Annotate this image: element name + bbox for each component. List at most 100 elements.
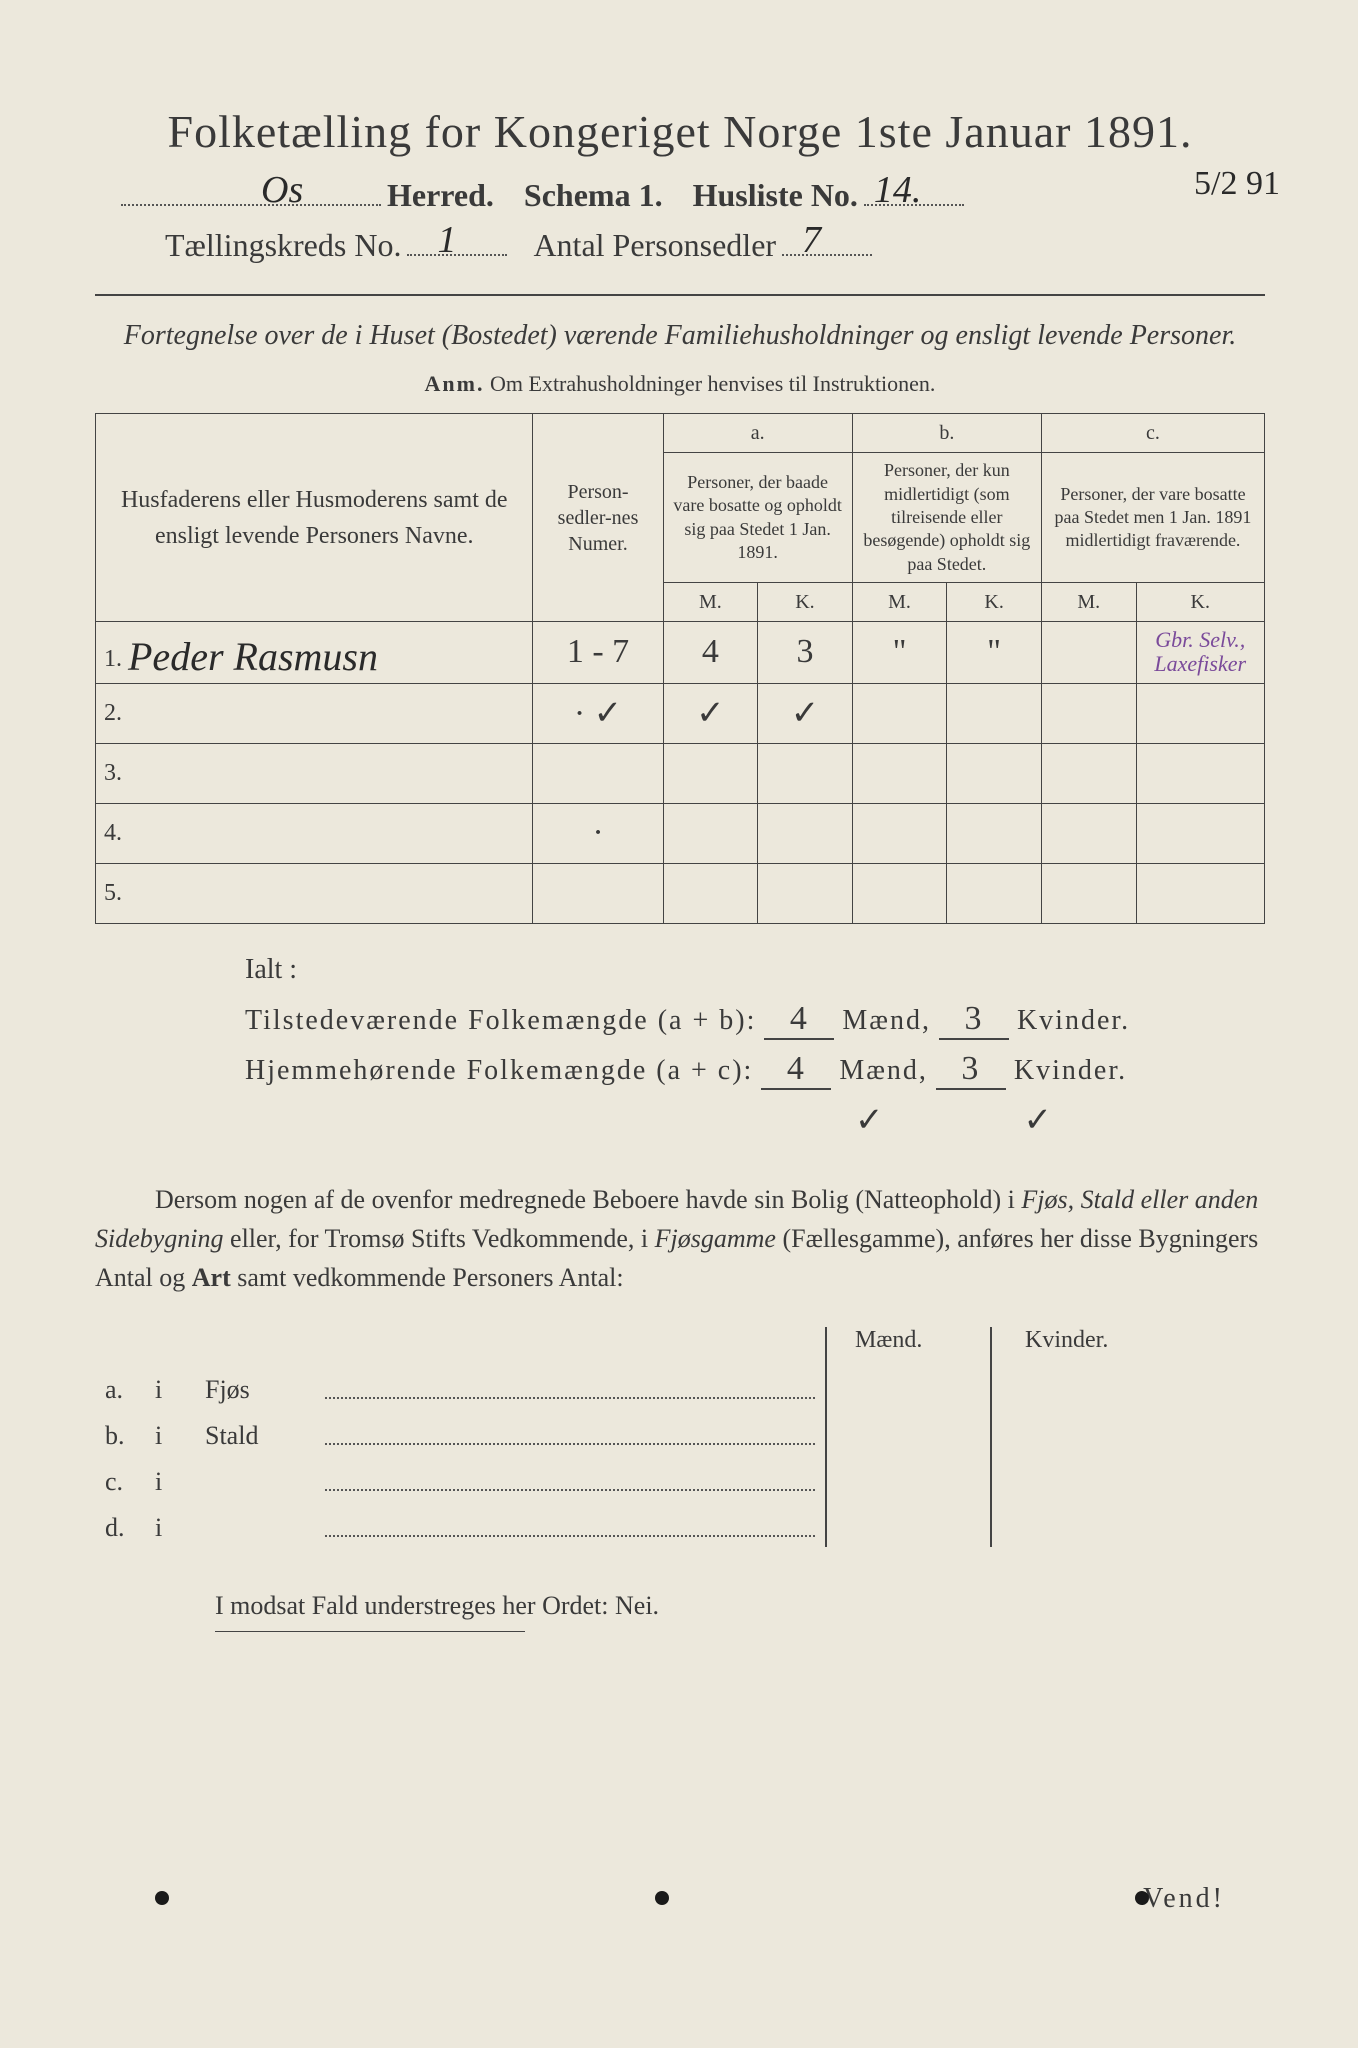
underline bbox=[215, 1631, 525, 1632]
sub-row: b. i Stald bbox=[95, 1413, 1265, 1459]
col-am: M. bbox=[663, 583, 758, 622]
check2: ✓ bbox=[1024, 1100, 1053, 1140]
cell-ak: 3 bbox=[758, 622, 853, 683]
sub-dots bbox=[325, 1519, 815, 1537]
kvinder-label: Kvinder. bbox=[1017, 1005, 1130, 1037]
header-line-2: Os Herred. Schema 1. Husliste No. 14. bbox=[95, 176, 1265, 214]
divider bbox=[95, 294, 1265, 296]
para-p2: eller, for Tromsø Stifts Vedkommende, i bbox=[224, 1224, 655, 1253]
row-num: 2. bbox=[96, 683, 533, 743]
dot-mark bbox=[1135, 1891, 1149, 1905]
col-ak: K. bbox=[758, 583, 853, 622]
sub-type: Fjøs bbox=[205, 1375, 325, 1405]
ialt-line-1: Tilstedeværende Folkemængde (a + b): 4 M… bbox=[245, 1000, 1265, 1040]
sub-i: i bbox=[155, 1467, 205, 1497]
ialt-l1-label: Tilstedeværende Folkemængde (a + b): bbox=[245, 1005, 756, 1037]
ialt-line-2: Hjemmehørende Folkemængde (a + c): 4 Mæn… bbox=[245, 1050, 1265, 1090]
sub-vline bbox=[825, 1327, 827, 1547]
row-num: 3. bbox=[96, 743, 533, 803]
antal-value: 7 bbox=[802, 218, 821, 262]
col-c-top: c. bbox=[1041, 414, 1264, 453]
cell-cm bbox=[1041, 622, 1136, 683]
antal-label: Antal Personsedler bbox=[533, 227, 776, 264]
table-row: 4. · bbox=[96, 803, 1265, 863]
ialt-l2-label: Hjemmehørende Folkemængde (a + c): bbox=[245, 1055, 753, 1087]
cell-ck: Gbr. Selv., Laxefisker bbox=[1136, 622, 1264, 683]
maend-label: Mænd, bbox=[842, 1005, 931, 1037]
row-num: 5. bbox=[96, 863, 533, 923]
sub-dots bbox=[325, 1473, 815, 1491]
cell-bk: " bbox=[947, 622, 1042, 683]
sub-i: i bbox=[155, 1421, 205, 1451]
cell-bm bbox=[852, 683, 947, 743]
header-line-3: Tællingskreds No. 1 Antal Personsedler 7 bbox=[95, 226, 1265, 264]
ialt-section: Ialt : Tilstedeværende Folkemængde (a + … bbox=[95, 954, 1265, 1140]
sub-vline bbox=[990, 1327, 992, 1547]
para-p1: Dersom nogen af de ovenfor medregnede Be… bbox=[155, 1185, 1021, 1214]
vend-text: Vend! bbox=[1143, 1883, 1225, 1915]
col-b-top: b. bbox=[852, 414, 1041, 453]
sub-i: i bbox=[155, 1513, 205, 1543]
husliste-value: 14. bbox=[874, 168, 922, 212]
kvinder-label: Kvinder. bbox=[1014, 1055, 1127, 1087]
anm-text: Om Extrahusholdninger henvises til Instr… bbox=[490, 371, 935, 396]
anm-note: Anm. Om Extrahusholdninger henvises til … bbox=[95, 371, 1265, 397]
cell-bm: " bbox=[852, 622, 947, 683]
sub-dots bbox=[325, 1381, 815, 1399]
sub-i: i bbox=[155, 1375, 205, 1405]
cell-num: 1 - 7 bbox=[533, 622, 663, 683]
sub-lbl: c. bbox=[95, 1467, 155, 1497]
cell-ak: ✓ bbox=[758, 683, 853, 743]
col-bm: M. bbox=[852, 583, 947, 622]
table-row: 1. Peder Rasmusn 1 - 7 4 3 " " Gbr. Selv… bbox=[96, 622, 1265, 683]
check1: ✓ bbox=[855, 1100, 884, 1140]
sub-row: c. i bbox=[95, 1459, 1265, 1505]
sub-table: Mænd. Kvinder. a. i Fjøs b. i Stald c. i… bbox=[95, 1327, 1265, 1551]
col-cm: M. bbox=[1041, 583, 1136, 622]
sub-row: a. i Fjøs bbox=[95, 1367, 1265, 1413]
dot-mark bbox=[655, 1891, 669, 1905]
sub-row: d. i bbox=[95, 1505, 1265, 1551]
page-title: Folketælling for Kongeriget Norge 1ste J… bbox=[95, 105, 1265, 158]
table-row: 5. bbox=[96, 863, 1265, 923]
table-row: 3. bbox=[96, 743, 1265, 803]
cell-am: ✓ bbox=[663, 683, 758, 743]
para-b1: Art bbox=[192, 1263, 231, 1292]
ialt-title: Ialt : bbox=[245, 954, 1265, 986]
kreds-value: 1 bbox=[437, 218, 456, 262]
sub-lbl: b. bbox=[95, 1421, 155, 1451]
sub-dots bbox=[325, 1427, 815, 1445]
col-name-header: Husfaderens eller Husmoderens samt de en… bbox=[96, 414, 533, 622]
sub-kvinder: Kvinder. bbox=[1025, 1327, 1108, 1354]
side-annotation: 5/2 91 bbox=[1194, 165, 1280, 203]
cell-cm bbox=[1041, 683, 1136, 743]
col-a-top: a. bbox=[663, 414, 852, 453]
col-bk: K. bbox=[947, 583, 1042, 622]
sub-lbl: d. bbox=[95, 1513, 155, 1543]
sub-maend: Mænd. bbox=[855, 1327, 922, 1354]
row-num: 4. bbox=[96, 803, 533, 863]
fortegnelse-text: Fortegnelse over de i Huset (Bostedet) v… bbox=[95, 316, 1265, 355]
para-i2: Fjøsgamme bbox=[655, 1224, 776, 1253]
ialt-l2-k: 3 bbox=[936, 1050, 1006, 1090]
herred-value: Os bbox=[261, 168, 303, 212]
kreds-label: Tællingskreds No. bbox=[165, 227, 401, 264]
col-b-header: Personer, der kun midlertidigt (som tilr… bbox=[852, 453, 1041, 583]
ialt-l1-k: 3 bbox=[939, 1000, 1009, 1040]
maend-label: Mænd, bbox=[839, 1055, 928, 1087]
schema-label: Schema 1. bbox=[524, 177, 663, 214]
dot-mark bbox=[155, 1891, 169, 1905]
paragraph: Dersom nogen af de ovenfor medregnede Be… bbox=[95, 1180, 1265, 1297]
anm-prefix: Anm. bbox=[425, 371, 485, 396]
sub-type: Stald bbox=[205, 1421, 325, 1451]
col-c-header: Personer, der vare bosatte paa Stedet me… bbox=[1041, 453, 1264, 583]
col-a-header: Personer, der baade vare bosatte og opho… bbox=[663, 453, 852, 583]
main-table: Husfaderens eller Husmoderens samt de en… bbox=[95, 413, 1265, 923]
col-ck: K. bbox=[1136, 583, 1264, 622]
husliste-label: Husliste No. bbox=[693, 177, 858, 214]
ialt-l1-m: 4 bbox=[764, 1000, 834, 1040]
cell-bk bbox=[947, 683, 1042, 743]
row-num: 1. bbox=[104, 646, 122, 672]
cell-num: · bbox=[533, 803, 663, 863]
table-row: 2. · ✓ ✓ ✓ bbox=[96, 683, 1265, 743]
